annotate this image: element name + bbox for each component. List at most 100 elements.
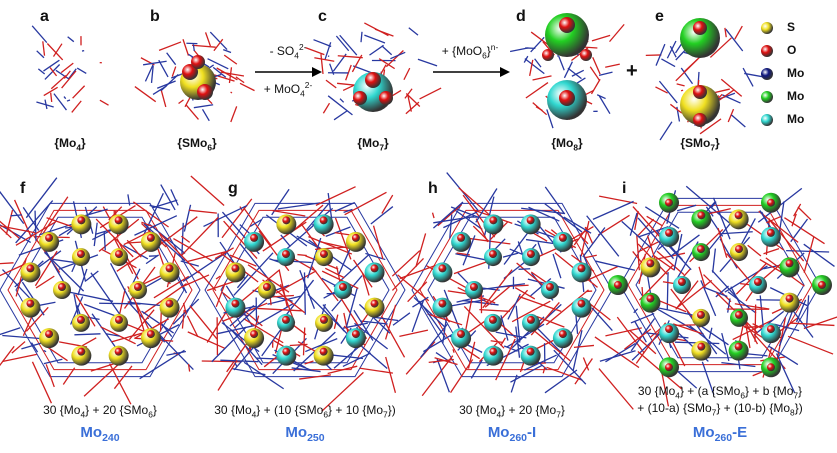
bond — [145, 254, 160, 265]
arrow-head — [500, 67, 510, 77]
bond — [390, 51, 406, 60]
bond — [596, 94, 606, 100]
bond — [66, 99, 71, 102]
text-part: 2- — [298, 42, 307, 52]
bond — [734, 303, 770, 310]
arrow-head — [312, 67, 322, 77]
atom — [761, 91, 773, 103]
bond — [160, 90, 167, 108]
bond — [182, 251, 228, 282]
bond — [299, 269, 316, 309]
bond — [766, 215, 782, 224]
bond — [558, 55, 565, 71]
bond — [214, 247, 234, 260]
bond — [524, 58, 545, 75]
bond — [229, 254, 257, 267]
atom — [761, 68, 773, 80]
bond — [233, 252, 274, 296]
bond — [597, 214, 630, 236]
atom — [108, 214, 129, 235]
bond — [701, 361, 715, 396]
atom — [785, 259, 794, 268]
bond — [68, 68, 77, 79]
bond — [307, 293, 349, 336]
atom — [231, 299, 240, 308]
bond — [676, 204, 697, 212]
bond — [213, 38, 224, 52]
bond — [705, 208, 731, 216]
bond — [337, 82, 358, 87]
atom — [646, 294, 655, 303]
bond — [236, 274, 249, 289]
atom — [282, 347, 291, 356]
arrow-label: + MoO42- — [264, 80, 312, 98]
bond — [542, 366, 546, 374]
bond — [46, 43, 64, 61]
atom — [231, 264, 240, 273]
bond — [15, 221, 57, 246]
bond — [534, 330, 571, 362]
panel-letter: i — [622, 180, 627, 197]
atom — [559, 17, 575, 33]
bond — [507, 293, 521, 320]
bond — [187, 331, 226, 350]
text-part: Mo — [80, 424, 103, 441]
bond — [223, 54, 238, 65]
bond — [43, 59, 60, 72]
bond — [791, 213, 797, 227]
bond — [544, 203, 583, 233]
bond — [721, 332, 730, 362]
text-part: } — [715, 136, 720, 150]
bond — [753, 334, 786, 370]
bond — [721, 362, 756, 368]
atom — [766, 325, 775, 334]
atom — [489, 216, 498, 225]
text-part: 6 — [323, 409, 329, 420]
bond — [672, 323, 704, 335]
bond — [708, 327, 713, 339]
bond — [321, 371, 364, 412]
text-part: Mo — [692, 424, 715, 441]
bond — [223, 220, 258, 260]
bond — [239, 82, 255, 92]
bond — [594, 336, 640, 369]
atom — [250, 233, 259, 242]
bond — [342, 322, 368, 329]
bond — [52, 43, 63, 57]
atom — [26, 264, 35, 273]
atom — [370, 299, 379, 308]
bond — [321, 270, 359, 290]
bond — [90, 272, 121, 315]
bond — [77, 268, 88, 296]
bond — [709, 37, 732, 58]
atom — [697, 310, 705, 319]
frame — [619, 197, 821, 373]
bond — [793, 203, 802, 217]
atom — [665, 228, 674, 237]
bond — [83, 303, 120, 318]
bond — [415, 233, 427, 268]
bond — [149, 223, 186, 255]
bond — [676, 83, 685, 87]
bond — [43, 86, 58, 97]
bond — [656, 306, 693, 316]
bond — [291, 367, 321, 373]
bond — [343, 208, 353, 213]
bond — [436, 358, 450, 393]
bond — [727, 298, 731, 313]
bond — [421, 355, 454, 397]
bond — [351, 54, 363, 73]
atom — [665, 325, 674, 334]
bond — [34, 210, 37, 241]
bond — [399, 329, 429, 338]
text-part: } — [560, 403, 565, 417]
bond — [735, 263, 767, 295]
bond — [381, 194, 394, 214]
bond — [345, 287, 358, 327]
bond — [339, 98, 345, 103]
bond — [403, 67, 411, 81]
bond — [230, 106, 238, 123]
bond — [634, 321, 647, 343]
atom — [319, 347, 328, 356]
bond — [116, 247, 152, 272]
